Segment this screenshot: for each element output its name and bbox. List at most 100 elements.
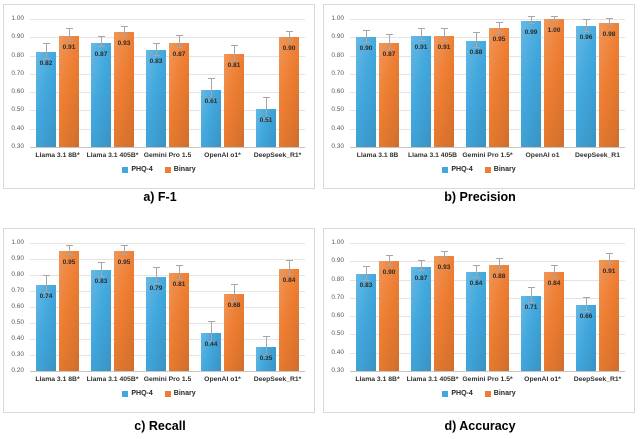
phq4-swatch-icon bbox=[442, 166, 449, 173]
bar-slot: 0.66 bbox=[576, 243, 596, 371]
bar-group: 0.82 0.91 bbox=[30, 19, 85, 147]
binary-bar bbox=[489, 28, 509, 147]
legend-label-phq4: PHQ-4 bbox=[131, 166, 153, 173]
data-label: 0.99 bbox=[524, 28, 538, 36]
gridline bbox=[350, 37, 625, 39]
binary-bar bbox=[379, 261, 399, 371]
y-tick-label: 0.40 bbox=[331, 124, 344, 132]
error-bar bbox=[207, 78, 215, 101]
data-label: 0.74 bbox=[39, 292, 53, 300]
gridline bbox=[350, 128, 625, 130]
category-label: DeepSeek_R1 bbox=[575, 152, 620, 159]
gridline bbox=[30, 55, 305, 57]
bar-slot: 0.95 bbox=[114, 243, 134, 371]
x-axis-line bbox=[30, 147, 305, 148]
data-label: 0.93 bbox=[437, 263, 451, 271]
bar-slot: 0.91 bbox=[411, 19, 431, 147]
x-axis-labels: Llama 3.1 8B* Llama 3.1 405B* Gemini Pro 1… bbox=[30, 152, 305, 160]
error-bar bbox=[42, 274, 50, 293]
y-tick-label: 0.40 bbox=[11, 124, 24, 132]
bar-group: 0.35 0.84 bbox=[250, 243, 305, 371]
bar-slot: 0.82 bbox=[36, 19, 56, 147]
gridline bbox=[30, 110, 305, 112]
phq4-bar bbox=[466, 40, 486, 147]
bar-slot: 0.88 bbox=[466, 19, 486, 147]
bar-slot: 0.79 bbox=[146, 243, 166, 371]
data-label: 0.81 bbox=[172, 281, 186, 289]
binary-swatch-icon bbox=[164, 166, 171, 173]
error-bar bbox=[440, 27, 448, 41]
legend: PHQ-4 Binary bbox=[4, 390, 314, 397]
figure-f1: 1.00 0.90 0.80 0.70 0.60 0.50 0.40 0.30 0.82 0.9… bbox=[0, 0, 320, 219]
bar-slot: 0.87 bbox=[411, 243, 431, 371]
category-label: Gemini Pro 1.5* bbox=[462, 152, 513, 159]
data-label: 1.00 bbox=[547, 27, 561, 34]
bar-slot: 0.84 bbox=[279, 243, 299, 371]
data-label: 0.98 bbox=[602, 30, 616, 38]
data-label: 0.90 bbox=[359, 45, 373, 53]
bar-slot: 0.93 bbox=[114, 19, 134, 147]
error-bar bbox=[495, 21, 503, 33]
error-bar bbox=[527, 286, 535, 304]
y-tick-label: 1.00 bbox=[11, 15, 24, 22]
chart-panel-precision: 1.00 0.90 0.80 0.70 0.60 0.50 0.40 0.30 0.90 0.8… bbox=[323, 4, 635, 189]
bar-group: 0.83 0.95 bbox=[85, 243, 140, 371]
error-bar bbox=[262, 96, 270, 119]
phq4-bar bbox=[91, 270, 111, 371]
data-label: 0.91 bbox=[602, 267, 616, 275]
figure-accuracy: 1.00 0.90 0.80 0.70 0.60 0.50 0.40 0.30 0.83 0.9… bbox=[320, 219, 640, 439]
chart-panel-accuracy: 1.00 0.90 0.80 0.70 0.60 0.50 0.40 0.30 0.83 0.9… bbox=[323, 228, 635, 413]
y-tick-label: 0.90 bbox=[331, 257, 344, 265]
bar-group: 0.83 0.87 bbox=[140, 19, 195, 147]
binary-bar bbox=[599, 259, 619, 371]
y-tick-label: 0.80 bbox=[331, 275, 344, 283]
bar-slot: 0.61 bbox=[201, 19, 221, 147]
phq4-bar bbox=[256, 108, 276, 147]
figure-recall: 1.00 0.90 0.80 0.70 0.60 0.50 0.40 0.30 0.20 0.7… bbox=[0, 219, 320, 439]
plot-area: 0.90 0.87 0.91 0.91 0.88 0.95 0.99 1.00 0.96 0.98 bbox=[350, 15, 625, 148]
gridline bbox=[30, 259, 305, 260]
bar-group: 0.91 0.91 bbox=[405, 19, 460, 147]
phq4-bar bbox=[356, 274, 376, 371]
data-label: 0.66 bbox=[579, 313, 593, 321]
phq4-bar bbox=[36, 284, 56, 371]
y-tick-label: 0.90 bbox=[331, 33, 344, 41]
bar-slot: 0.91 bbox=[434, 19, 454, 147]
binary-bar bbox=[114, 251, 134, 371]
y-tick-label: 0.20 bbox=[11, 367, 24, 374]
category-label: Llama 3.1 405B* bbox=[406, 376, 459, 383]
gridline bbox=[30, 92, 305, 94]
bar-group: 0.51 0.90 bbox=[250, 19, 305, 147]
gridline bbox=[350, 110, 625, 112]
gridline bbox=[30, 243, 305, 244]
chart-caption-accuracy: d) Accuracy bbox=[444, 419, 516, 433]
y-tick-label: 0.70 bbox=[11, 287, 24, 294]
category-label: Gemini Pro 1.5* bbox=[462, 376, 513, 383]
data-label: 0.51 bbox=[259, 116, 273, 124]
chart-caption-f1: a) F-1 bbox=[143, 190, 177, 204]
error-bar bbox=[65, 27, 73, 41]
error-bar bbox=[42, 42, 50, 60]
y-tick-label: 0.30 bbox=[331, 367, 344, 374]
data-label: 0.79 bbox=[149, 284, 163, 292]
bar-group: 0.74 0.95 bbox=[30, 243, 85, 371]
bar-slot: 0.90 bbox=[379, 243, 399, 371]
y-tick-label: 0.80 bbox=[331, 51, 344, 59]
category-label: OpenAI o1* bbox=[524, 376, 561, 383]
data-label: 0.81 bbox=[227, 61, 241, 69]
bar-slot: 0.83 bbox=[146, 19, 166, 147]
gridline bbox=[350, 19, 625, 20]
y-tick-label: 0.40 bbox=[11, 335, 24, 342]
data-label: 0.87 bbox=[382, 50, 396, 58]
gridline bbox=[350, 243, 625, 244]
bar-slot: 0.35 bbox=[256, 243, 276, 371]
error-bar bbox=[285, 260, 293, 275]
data-label: 0.91 bbox=[437, 43, 451, 51]
bar-group: 0.87 0.93 bbox=[405, 243, 460, 371]
phq4-swatch-icon bbox=[122, 390, 129, 397]
data-label: 0.93 bbox=[117, 39, 131, 47]
y-tick-label: 0.40 bbox=[331, 348, 344, 356]
bar-slot: 0.44 bbox=[201, 243, 221, 371]
category-label: Gemini Pro 1.5 bbox=[143, 376, 192, 383]
error-bar bbox=[582, 18, 590, 32]
